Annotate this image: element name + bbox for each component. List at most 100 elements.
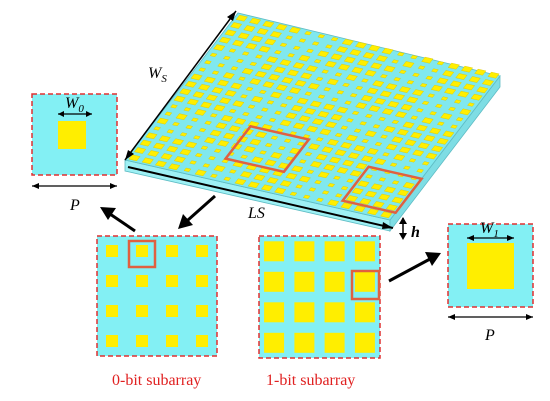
board-patch <box>229 169 237 174</box>
board-patch <box>304 107 317 115</box>
board-patch <box>467 102 475 107</box>
board-patch <box>145 132 158 140</box>
board-patch <box>279 42 288 47</box>
board-patch <box>378 177 387 182</box>
board-patch <box>274 187 287 195</box>
board-patch <box>228 48 237 53</box>
board-patch <box>404 139 417 147</box>
board-patch <box>305 65 318 72</box>
board-patch <box>308 143 321 151</box>
board-patch <box>340 202 353 210</box>
board-patch <box>275 23 288 31</box>
board-patch <box>330 97 339 102</box>
board-patch <box>215 122 228 130</box>
board-patch <box>436 77 449 85</box>
board-patch <box>455 73 468 80</box>
board-patch <box>359 198 372 205</box>
subarray-patch <box>136 275 148 287</box>
board-patch <box>298 38 307 43</box>
board-patch <box>417 65 426 70</box>
subarray-patch <box>196 335 208 347</box>
board-patch <box>442 70 455 77</box>
board-patch <box>366 87 379 95</box>
board-patch <box>372 80 385 87</box>
board-patch <box>323 87 331 92</box>
board-patch <box>360 94 373 102</box>
board-patch <box>134 147 147 154</box>
board-patch <box>416 108 424 113</box>
board-patch <box>380 134 388 139</box>
board-patch <box>462 83 476 91</box>
board-patch <box>349 49 362 56</box>
board-patch <box>334 72 343 77</box>
subarray-patch <box>196 305 208 317</box>
board-patch <box>315 137 324 142</box>
board-patch <box>186 98 199 106</box>
board-patch <box>364 130 377 138</box>
board-patch <box>160 153 173 160</box>
board-patch <box>319 128 332 136</box>
board-patch <box>259 150 267 155</box>
board-patch <box>213 165 226 172</box>
board-patch <box>346 118 354 123</box>
board-patch <box>336 167 349 174</box>
board-patch <box>315 76 324 82</box>
board-patch <box>262 20 275 28</box>
board-patch <box>213 148 222 153</box>
board-patch <box>345 74 358 81</box>
board-patch <box>410 131 423 139</box>
board-patch <box>247 104 256 109</box>
board-patch <box>440 96 449 101</box>
board-patch <box>260 184 273 192</box>
board-patch <box>147 150 160 157</box>
board-patch <box>378 193 391 201</box>
board-patch <box>285 172 298 180</box>
board-patch <box>423 134 436 142</box>
subarray-patch <box>324 332 345 353</box>
h-dimension: h <box>399 217 420 241</box>
board-patch <box>355 102 368 109</box>
board-patch <box>158 135 171 143</box>
board-patch <box>217 79 230 87</box>
board-patch <box>173 95 186 103</box>
board-patch <box>198 83 211 91</box>
subarray-patch <box>354 241 375 262</box>
board-patch <box>361 155 374 163</box>
board-patch <box>343 56 356 64</box>
ls-label: LS <box>247 205 265 222</box>
board-patch <box>365 113 373 119</box>
board-patch <box>230 66 239 71</box>
board-patches <box>128 14 500 219</box>
board-patch <box>398 69 407 74</box>
w1-label: W1 <box>480 220 499 240</box>
board-patch <box>324 60 337 68</box>
board-patch <box>236 58 244 64</box>
board-patch <box>429 127 442 135</box>
highlight-box-0bit <box>223 124 311 174</box>
board-patch <box>184 80 197 88</box>
board-patch <box>406 96 419 104</box>
board-patch <box>393 154 406 161</box>
board-patch <box>412 149 425 157</box>
board-patch <box>325 121 338 129</box>
board-patch <box>166 129 175 134</box>
board-patch <box>425 75 434 80</box>
board-patch <box>264 38 277 46</box>
board-patch <box>218 36 231 44</box>
board-patch <box>355 162 368 170</box>
board-patch <box>391 196 404 204</box>
board-patch <box>353 145 366 152</box>
board-patch <box>349 170 362 177</box>
board-patch <box>283 138 292 143</box>
board-patch <box>250 35 264 43</box>
board-patch <box>374 97 387 105</box>
board-patch <box>368 44 381 52</box>
board-patch <box>243 146 256 153</box>
board-patch <box>213 104 226 112</box>
board-patch <box>266 100 275 105</box>
board-patch <box>311 118 324 126</box>
board-patch <box>230 22 243 29</box>
board-patch <box>268 73 281 81</box>
board-patch <box>232 100 245 108</box>
board-patch <box>330 37 339 42</box>
